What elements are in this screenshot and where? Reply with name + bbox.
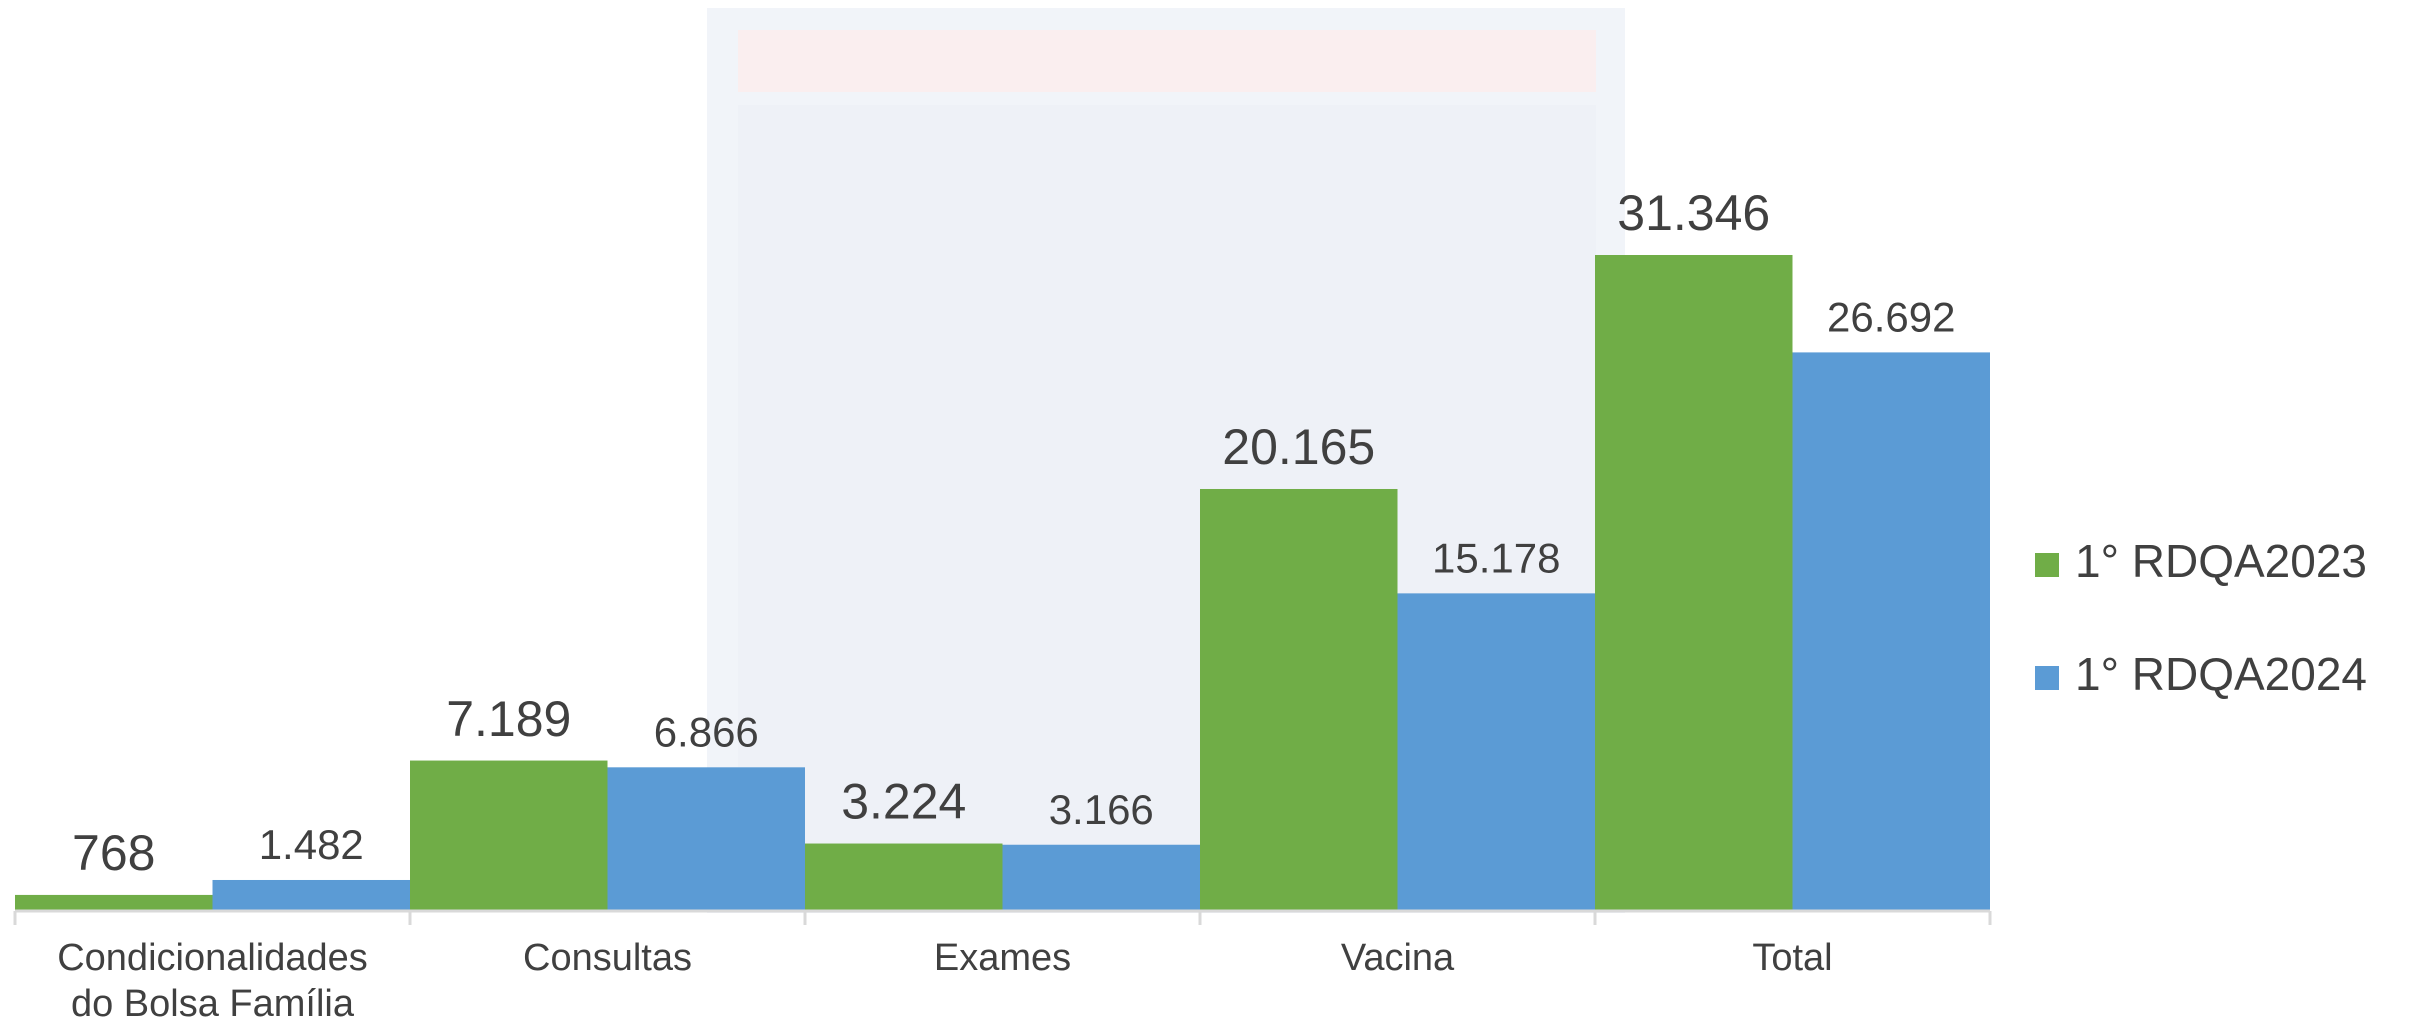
chart-page: 768 7.189 3.224 20.165 31.346 1.482 6.866 3.166… bbox=[0, 0, 2425, 1025]
bar bbox=[15, 895, 213, 911]
legend-label: 1° RDQA2024 bbox=[2075, 648, 2367, 700]
value-label: 26.692 bbox=[1827, 293, 1955, 340]
value-label: 20.165 bbox=[1222, 419, 1375, 475]
bar bbox=[410, 761, 608, 911]
bar bbox=[1793, 352, 1991, 911]
value-label: 3.166 bbox=[1049, 786, 1154, 833]
legend-swatch bbox=[2035, 553, 2059, 577]
value-label: 31.346 bbox=[1617, 185, 1770, 241]
bar bbox=[608, 767, 806, 911]
value-label: 768 bbox=[72, 825, 155, 881]
value-label: 1.482 bbox=[259, 821, 364, 868]
value-label: 15.178 bbox=[1432, 534, 1560, 581]
chart: 768 7.189 3.224 20.165 31.346 1.482 6.866 3.166… bbox=[0, 0, 2425, 1025]
bar bbox=[1003, 845, 1201, 911]
bar bbox=[1398, 593, 1596, 911]
bar bbox=[213, 880, 411, 911]
watermark-band bbox=[738, 30, 1596, 92]
bar bbox=[805, 844, 1003, 911]
value-label: 3.224 bbox=[841, 774, 966, 830]
x-tick-label: Vacina bbox=[1223, 935, 1573, 981]
x-tick-label: Condicionalidades do Bolsa Família bbox=[38, 935, 388, 1025]
x-tick-label: Consultas bbox=[433, 935, 783, 981]
value-label: 6.866 bbox=[654, 708, 759, 755]
legend-swatch bbox=[2035, 666, 2059, 690]
bar bbox=[1595, 255, 1793, 911]
x-tick-label: Total bbox=[1618, 935, 1968, 981]
x-tick-label: Exames bbox=[828, 935, 1178, 981]
bar bbox=[1200, 489, 1398, 911]
legend-label: 1° RDQA2023 bbox=[2075, 535, 2367, 587]
value-label: 7.189 bbox=[446, 691, 571, 747]
